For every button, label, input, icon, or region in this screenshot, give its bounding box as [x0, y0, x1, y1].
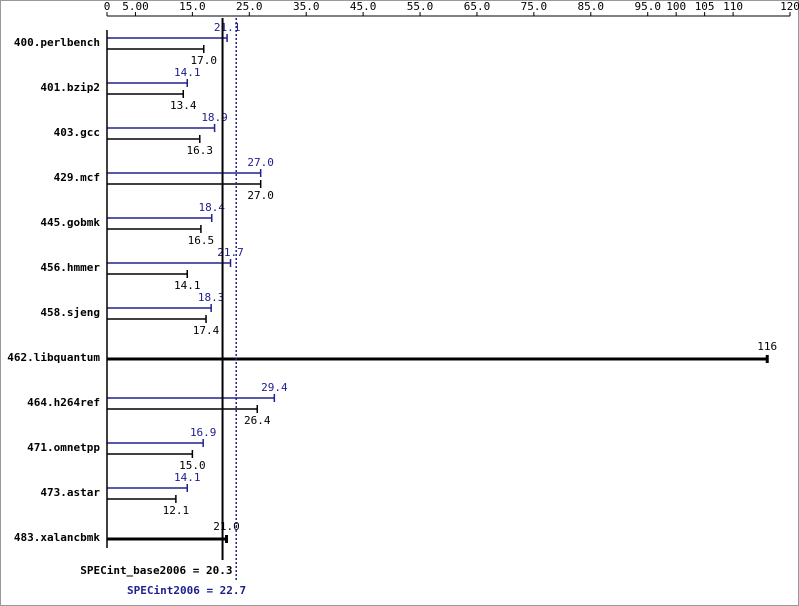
bar	[107, 270, 189, 278]
category-label: 464.h264ref	[27, 396, 100, 409]
x-tick-label: 45.0	[350, 0, 377, 13]
bar	[107, 259, 232, 267]
value-label: 12.1	[163, 504, 190, 517]
category-label: 400.perlbench	[14, 36, 100, 49]
category-label: 456.hmmer	[40, 261, 100, 274]
value-label: 15.0	[179, 459, 206, 472]
x-tick-label: 120	[780, 0, 799, 13]
value-label: 13.4	[170, 99, 197, 112]
category-label: 445.gobmk	[40, 216, 100, 229]
value-label: 14.1	[174, 66, 201, 79]
x-tick-label: 5.00	[122, 0, 149, 13]
value-label: 14.1	[174, 471, 201, 484]
bar	[107, 214, 213, 222]
value-label: 18.3	[198, 291, 225, 304]
category-label: 483.xalancbmk	[14, 531, 100, 544]
value-label: 18.4	[198, 201, 225, 214]
value-label: 17.4	[193, 324, 220, 337]
category-label: 401.bzip2	[40, 81, 100, 94]
value-label: 17.0	[191, 54, 218, 67]
category-label: 462.libquantum	[7, 351, 100, 364]
bar	[107, 225, 202, 233]
bar	[107, 439, 204, 447]
value-label: 18.9	[201, 111, 228, 124]
bar	[107, 180, 262, 188]
bar	[107, 169, 262, 177]
bar	[107, 124, 216, 132]
bar	[107, 79, 189, 87]
x-tick-label: 105	[695, 0, 715, 13]
value-label: 16.5	[188, 234, 215, 247]
x-tick-label: 85.0	[578, 0, 605, 13]
bar	[107, 45, 205, 53]
x-tick-label: 35.0	[293, 0, 320, 13]
bar	[107, 394, 276, 402]
category-label: 403.gcc	[54, 126, 100, 139]
category-label: 458.sjeng	[40, 306, 100, 319]
value-label: 27.0	[247, 156, 274, 169]
x-tick-label: 25.0	[236, 0, 263, 13]
x-tick-label: 65.0	[464, 0, 491, 13]
x-tick-label: 100	[666, 0, 686, 13]
bar	[107, 495, 177, 503]
value-label: 29.4	[261, 381, 288, 394]
category-label: 471.omnetpp	[27, 441, 100, 454]
x-tick-label: 0	[104, 0, 111, 13]
bar	[107, 90, 185, 98]
bar	[107, 450, 194, 458]
bar	[107, 484, 189, 492]
x-tick-label: 95.0	[634, 0, 661, 13]
value-label: 27.0	[247, 189, 274, 202]
x-tick-label: 75.0	[521, 0, 548, 13]
value-label: 14.1	[174, 279, 201, 292]
bar	[107, 135, 201, 143]
value-label: 26.4	[244, 414, 271, 427]
reference-label: SPECint2006 = 22.7	[127, 584, 246, 597]
value-label: 16.3	[187, 144, 214, 157]
x-tick-label: 55.0	[407, 0, 434, 13]
category-label: 429.mcf	[54, 171, 100, 184]
bar	[107, 405, 259, 413]
value-label: 21.7	[217, 246, 244, 259]
bar	[107, 315, 207, 323]
bar	[107, 355, 769, 363]
reference-label: SPECint_base2006 = 20.3	[80, 564, 232, 577]
value-label: 16.9	[190, 426, 217, 439]
bar	[107, 304, 212, 312]
category-label: 473.astar	[40, 486, 100, 499]
x-tick-label: 110	[723, 0, 743, 13]
value-label: 116	[757, 340, 777, 353]
x-tick-label: 15.0	[179, 0, 206, 13]
bar	[107, 34, 228, 42]
value-label: 21.1	[214, 21, 241, 34]
value-label: 21.0	[213, 520, 240, 533]
bar	[107, 535, 229, 543]
